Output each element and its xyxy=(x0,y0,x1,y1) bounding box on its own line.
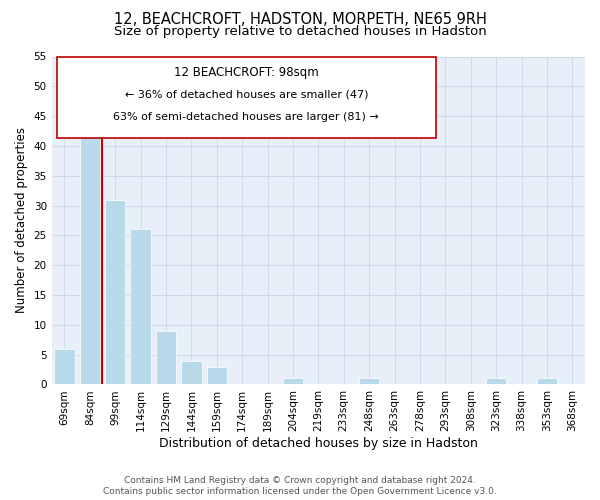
Y-axis label: Number of detached properties: Number of detached properties xyxy=(15,128,28,314)
Text: Contains HM Land Registry data © Crown copyright and database right 2024.: Contains HM Land Registry data © Crown c… xyxy=(124,476,476,485)
Bar xyxy=(80,110,100,384)
Text: ← 36% of detached houses are smaller (47): ← 36% of detached houses are smaller (47… xyxy=(125,90,368,100)
Text: Size of property relative to detached houses in Hadston: Size of property relative to detached ho… xyxy=(113,25,487,38)
Text: 12 BEACHCROFT: 98sqm: 12 BEACHCROFT: 98sqm xyxy=(174,66,319,80)
Text: Contains public sector information licensed under the Open Government Licence v3: Contains public sector information licen… xyxy=(103,487,497,496)
Bar xyxy=(359,378,379,384)
Text: 12, BEACHCROFT, HADSTON, MORPETH, NE65 9RH: 12, BEACHCROFT, HADSTON, MORPETH, NE65 9… xyxy=(113,12,487,28)
FancyBboxPatch shape xyxy=(57,56,436,138)
X-axis label: Distribution of detached houses by size in Hadston: Distribution of detached houses by size … xyxy=(159,437,478,450)
Bar xyxy=(156,331,176,384)
Text: 63% of semi-detached houses are larger (81) →: 63% of semi-detached houses are larger (… xyxy=(113,112,379,122)
Bar xyxy=(54,348,74,384)
Bar xyxy=(105,200,125,384)
Bar xyxy=(130,230,151,384)
Bar xyxy=(537,378,557,384)
Bar xyxy=(486,378,506,384)
Bar xyxy=(206,366,227,384)
Bar xyxy=(283,378,303,384)
Bar xyxy=(181,360,202,384)
